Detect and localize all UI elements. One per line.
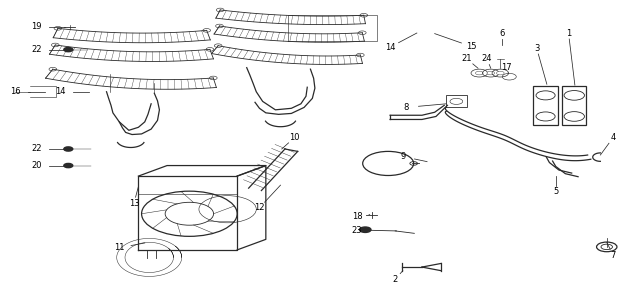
Text: 19: 19 bbox=[31, 22, 42, 32]
Text: 9: 9 bbox=[400, 152, 406, 161]
Text: 11: 11 bbox=[114, 243, 125, 252]
Text: 6: 6 bbox=[499, 29, 504, 37]
Text: 17: 17 bbox=[500, 63, 511, 71]
Circle shape bbox=[360, 227, 371, 233]
Circle shape bbox=[64, 147, 73, 151]
Text: 16: 16 bbox=[10, 87, 20, 96]
Text: 2: 2 bbox=[392, 275, 398, 284]
Circle shape bbox=[497, 71, 504, 75]
Bar bbox=[446, 95, 467, 107]
Text: 20: 20 bbox=[31, 161, 42, 170]
Text: 14: 14 bbox=[385, 43, 396, 52]
Text: 10: 10 bbox=[289, 133, 300, 142]
Text: 24: 24 bbox=[482, 54, 492, 63]
Text: 21: 21 bbox=[461, 54, 472, 63]
Text: 22: 22 bbox=[31, 45, 42, 54]
Text: 3: 3 bbox=[534, 43, 540, 53]
Circle shape bbox=[487, 71, 495, 75]
Text: 18: 18 bbox=[351, 212, 362, 221]
Text: 1: 1 bbox=[566, 29, 571, 37]
Text: 8: 8 bbox=[403, 103, 409, 112]
Text: 13: 13 bbox=[129, 199, 140, 208]
Circle shape bbox=[476, 71, 483, 75]
Circle shape bbox=[64, 164, 73, 168]
Text: 4: 4 bbox=[611, 133, 616, 142]
Text: 14: 14 bbox=[55, 87, 65, 96]
Bar bbox=[562, 86, 586, 125]
Text: 15: 15 bbox=[467, 42, 477, 51]
Text: 23: 23 bbox=[351, 226, 362, 235]
Text: 7: 7 bbox=[611, 250, 616, 260]
Text: 5: 5 bbox=[553, 187, 558, 196]
Text: 12: 12 bbox=[254, 203, 265, 212]
Text: 22: 22 bbox=[31, 144, 42, 154]
Circle shape bbox=[64, 47, 73, 52]
Bar bbox=[534, 86, 557, 125]
